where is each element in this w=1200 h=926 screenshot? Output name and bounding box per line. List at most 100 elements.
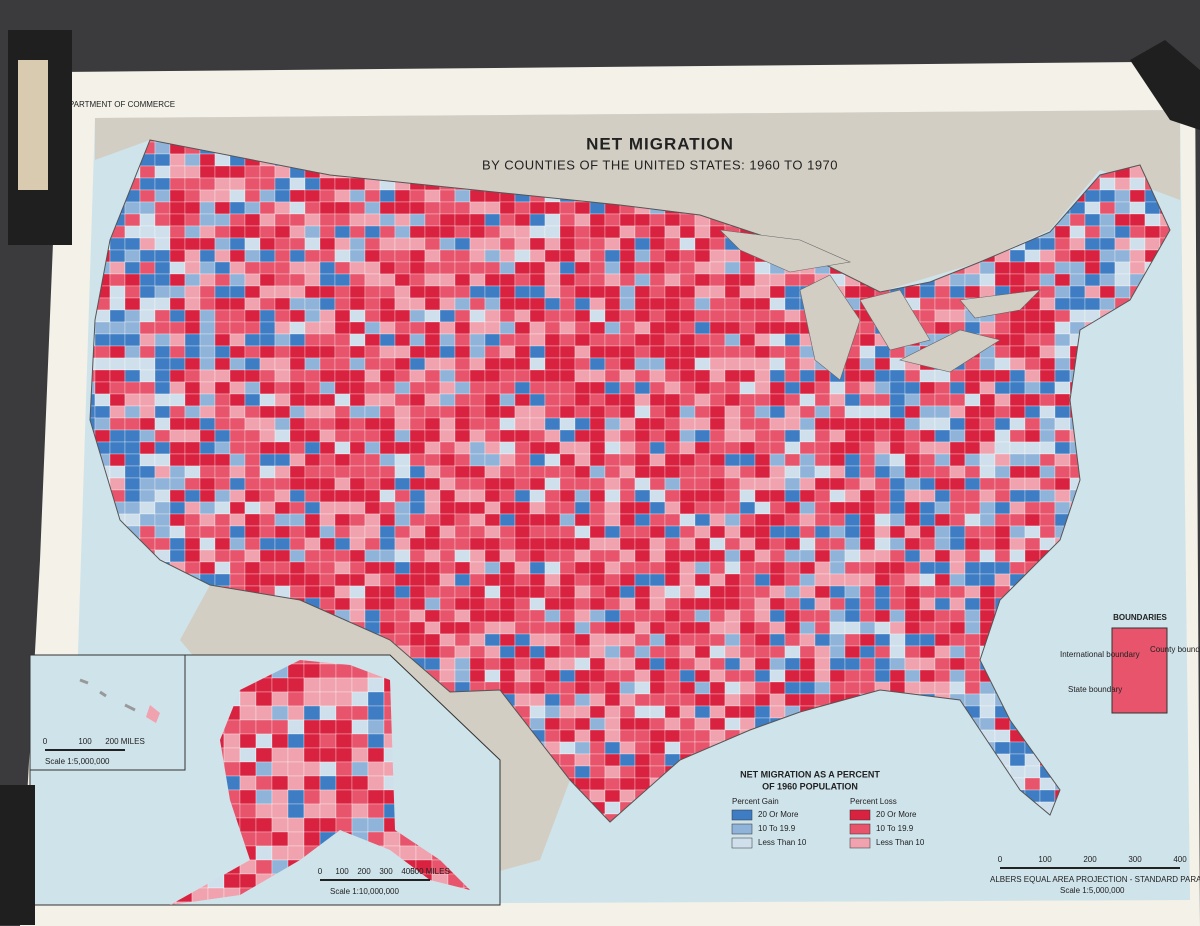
county <box>454 405 471 419</box>
county <box>367 747 385 763</box>
county <box>424 657 441 671</box>
county <box>649 741 666 755</box>
county <box>949 477 966 491</box>
county <box>739 345 756 359</box>
county <box>724 585 741 599</box>
county <box>649 333 666 347</box>
county <box>664 417 681 431</box>
county <box>244 213 261 227</box>
county <box>919 441 936 455</box>
county <box>1054 465 1071 479</box>
county <box>229 441 246 455</box>
county <box>1009 417 1026 431</box>
county <box>1009 345 1026 359</box>
county <box>889 429 906 443</box>
county <box>223 761 241 777</box>
county <box>604 225 621 239</box>
county <box>351 761 369 777</box>
county <box>139 333 156 347</box>
county <box>934 477 951 491</box>
county <box>724 537 741 551</box>
county <box>499 297 516 311</box>
county <box>319 803 337 819</box>
legend-swatch <box>849 837 871 849</box>
county <box>409 453 426 467</box>
county <box>259 369 276 383</box>
county <box>1054 393 1071 407</box>
county <box>139 213 156 227</box>
county <box>109 249 126 263</box>
county <box>304 393 321 407</box>
county <box>244 165 261 179</box>
county <box>619 225 636 239</box>
county <box>859 465 876 479</box>
county <box>709 345 726 359</box>
county <box>559 393 576 407</box>
county <box>184 177 201 191</box>
county <box>724 597 741 611</box>
county <box>1039 369 1056 383</box>
county <box>154 405 171 419</box>
county <box>1009 453 1026 467</box>
county <box>303 719 321 735</box>
county <box>1114 213 1131 227</box>
county <box>94 309 111 323</box>
county <box>649 357 666 371</box>
county <box>271 733 289 749</box>
county <box>244 333 261 347</box>
county <box>274 429 291 443</box>
county <box>169 261 186 275</box>
county <box>124 213 141 227</box>
county <box>739 621 756 635</box>
county <box>664 717 681 731</box>
county <box>454 609 471 623</box>
county <box>184 357 201 371</box>
county <box>379 609 396 623</box>
county <box>1024 777 1041 791</box>
county <box>409 237 426 251</box>
county <box>379 201 396 215</box>
county <box>604 453 621 467</box>
county <box>724 381 741 395</box>
county <box>255 803 273 819</box>
county <box>814 393 831 407</box>
county <box>919 297 936 311</box>
county <box>289 249 306 263</box>
county <box>274 369 291 383</box>
county <box>1024 525 1041 539</box>
county <box>349 429 366 443</box>
county <box>769 489 786 503</box>
county <box>814 525 831 539</box>
county <box>244 381 261 395</box>
county <box>199 321 216 335</box>
county <box>409 297 426 311</box>
county <box>484 501 501 515</box>
county <box>514 333 531 347</box>
county <box>454 189 471 203</box>
county <box>334 225 351 239</box>
county <box>394 333 411 347</box>
county <box>303 761 321 777</box>
county <box>169 489 186 503</box>
county <box>379 501 396 515</box>
county <box>1129 177 1146 191</box>
county <box>304 465 321 479</box>
county <box>409 489 426 503</box>
county <box>589 525 606 539</box>
county <box>351 719 369 735</box>
county <box>379 489 396 503</box>
county <box>349 225 366 239</box>
legend-label: Less Than 10 <box>758 838 807 847</box>
county <box>514 273 531 287</box>
county <box>844 369 861 383</box>
county <box>349 273 366 287</box>
county <box>679 429 696 443</box>
county <box>739 489 756 503</box>
county <box>754 429 771 443</box>
county <box>784 621 801 635</box>
county <box>619 285 636 299</box>
county <box>394 513 411 527</box>
county <box>169 357 186 371</box>
county <box>439 201 456 215</box>
county <box>349 237 366 251</box>
